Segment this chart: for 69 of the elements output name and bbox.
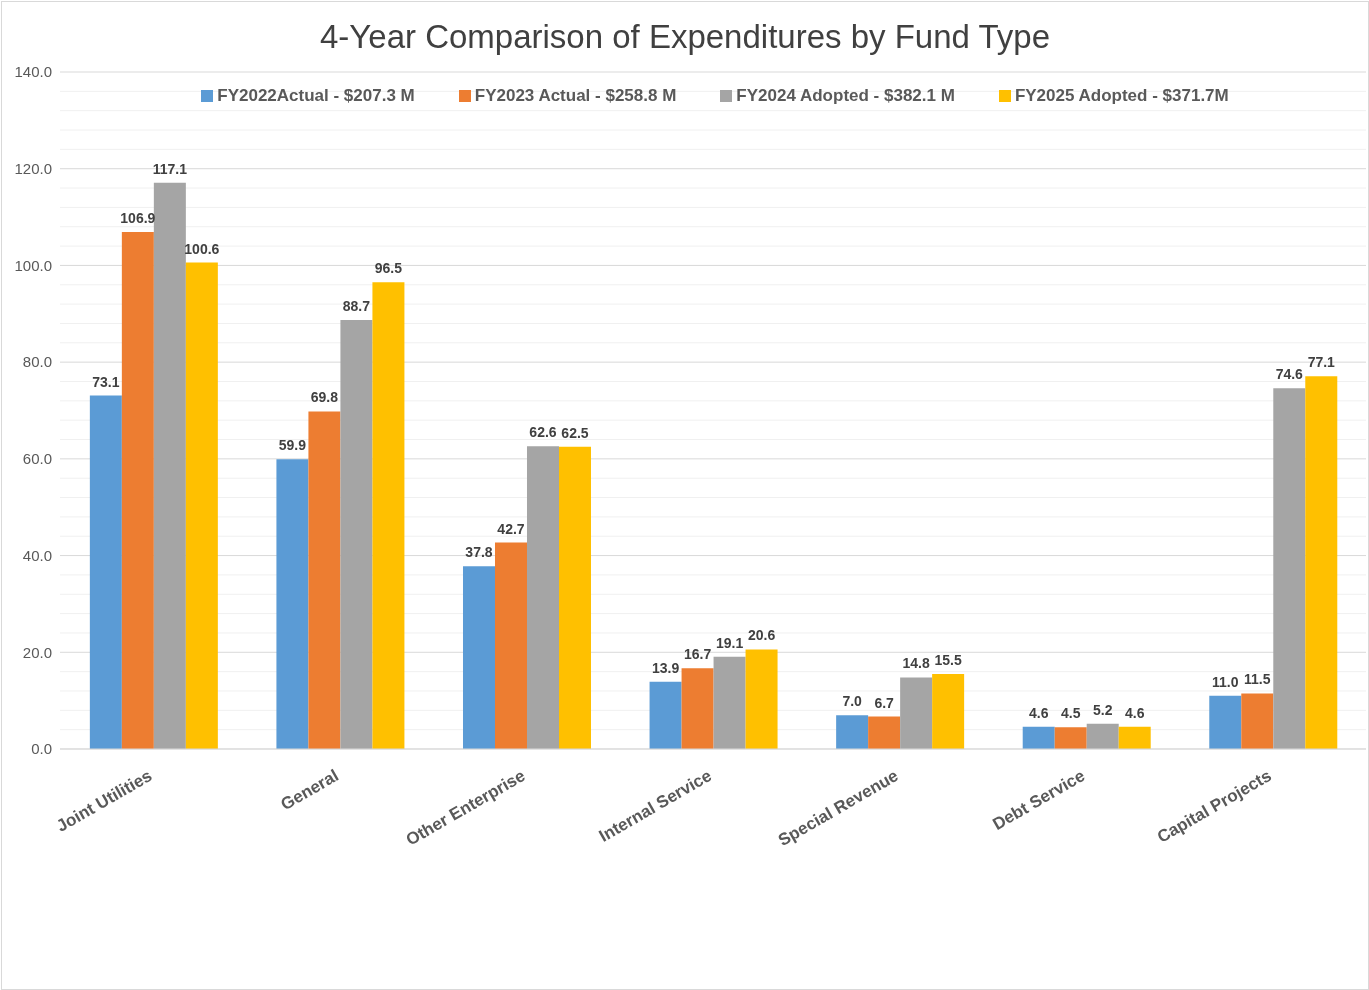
bar: [276, 459, 309, 749]
bar: [713, 656, 746, 749]
bar: [494, 542, 527, 749]
legend-label: FY2023 Actual - $258.8 M: [474, 86, 677, 106]
y-tick-label: 60.0: [22, 450, 52, 468]
data-label: 96.5: [374, 260, 403, 277]
data-label: 77.1: [1307, 354, 1336, 371]
chart-title: 4-Year Comparison of Expenditures by Fund Type: [318, 18, 1052, 56]
bar: [900, 677, 933, 749]
bar: [1022, 726, 1055, 749]
bar: [1086, 723, 1119, 749]
y-tick-label: 140.0: [14, 63, 52, 81]
bar: [372, 282, 405, 749]
y-tick-label: 100.0: [14, 256, 52, 274]
data-label: 37.8: [465, 544, 493, 561]
y-tick-label: 80.0: [22, 353, 52, 371]
legend-label: FY2025 Adopted - $371.7M: [1014, 86, 1229, 106]
bar: [462, 566, 495, 749]
data-label: 117.1: [152, 160, 188, 177]
y-tick-label: 0.0: [31, 740, 52, 758]
bar: [649, 681, 682, 749]
data-label: 19.1: [715, 634, 744, 651]
bar: [340, 320, 373, 749]
bar: [1273, 388, 1306, 749]
data-label: 4.5: [1060, 705, 1081, 722]
data-label: 62.5: [561, 424, 589, 441]
data-label: 59.9: [278, 437, 307, 454]
data-label: 7.0: [842, 693, 863, 710]
data-label: 4.6: [1124, 704, 1145, 721]
data-label: 100.6: [184, 240, 220, 257]
data-label: 14.8: [902, 655, 930, 672]
bar: [121, 232, 154, 749]
y-tick-label: 40.0: [22, 546, 52, 564]
bar: [745, 649, 778, 749]
y-tick-label: 120.0: [14, 160, 52, 178]
data-label: 5.2: [1092, 701, 1113, 718]
bar: [153, 182, 186, 749]
data-label: 6.7: [874, 694, 895, 711]
data-label: 42.7: [497, 520, 525, 537]
legend-label: FY2024 Adopted - $382.1 M: [736, 86, 955, 106]
y-tick-label: 20.0: [22, 643, 52, 661]
bar: [185, 262, 218, 749]
bar: [868, 716, 901, 749]
bar: [308, 411, 341, 749]
bar: [1305, 376, 1338, 749]
data-label: 73.1: [92, 373, 120, 390]
bar: [1054, 727, 1087, 749]
bar: [836, 715, 869, 749]
bar: [1118, 726, 1151, 749]
data-label: 20.6: [747, 627, 776, 644]
bar: [932, 674, 965, 749]
data-label: 106.9: [120, 210, 156, 227]
data-label: 62.6: [529, 424, 557, 441]
bar: [558, 446, 591, 749]
data-label: 11.0: [1212, 673, 1239, 690]
data-label: 74.6: [1275, 366, 1304, 383]
data-label: 88.7: [342, 298, 371, 315]
bar: [89, 395, 122, 749]
bar: [1209, 695, 1242, 749]
data-label: 16.7: [683, 646, 712, 663]
bar: [681, 668, 714, 749]
legend-label: FY2022Actual - $207.3 M: [217, 86, 415, 106]
bar: [1241, 693, 1274, 749]
data-label: 69.8: [310, 389, 339, 406]
data-label: 13.9: [651, 659, 680, 676]
data-label: 15.5: [934, 652, 962, 669]
bar: [526, 446, 559, 749]
data-label: 11.5: [1244, 671, 1271, 688]
data-label: 4.6: [1028, 704, 1049, 721]
